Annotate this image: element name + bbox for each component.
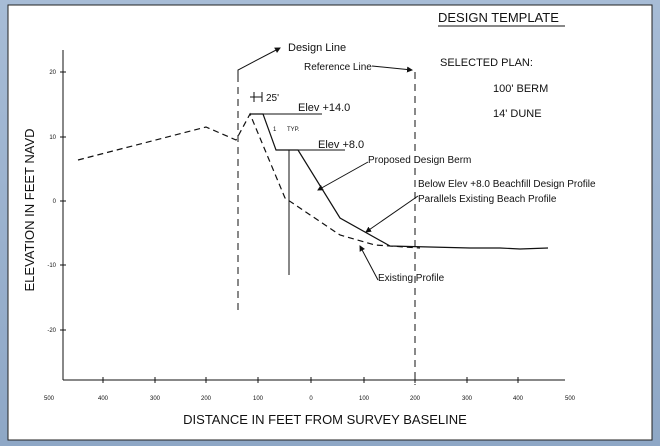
dim xyxy=(250,92,263,102)
x-tick-label: 500 xyxy=(44,396,55,402)
x-tick-label: 400 xyxy=(98,396,109,402)
plan-item: 100' BERM xyxy=(493,83,548,95)
x-tick-label: 500 xyxy=(565,396,576,402)
y-tick-label: 0 xyxy=(53,199,57,205)
x-tick-label: 400 xyxy=(513,396,524,402)
label: Reference Line xyxy=(304,62,372,73)
arrow xyxy=(359,245,379,281)
axes xyxy=(60,50,565,383)
label: Proposed Design Berm xyxy=(368,155,471,166)
x-tick-label: 100 xyxy=(359,396,370,402)
design-profile xyxy=(250,113,549,250)
label: 1 xyxy=(273,127,277,133)
label: Elev +8.0 xyxy=(318,139,364,151)
y-tick-label: -10 xyxy=(47,263,56,269)
plan-item: 14' DUNE xyxy=(493,108,542,120)
arrow xyxy=(365,195,419,233)
x-tick-label: 0 xyxy=(309,396,313,402)
x-tick-label: 200 xyxy=(201,396,212,402)
y-ticks xyxy=(60,71,66,331)
existing-profile xyxy=(77,112,421,249)
y-tick-label: -20 xyxy=(47,328,56,334)
y-tick-label: 10 xyxy=(49,135,56,141)
label: Elev +14.0 xyxy=(298,102,350,114)
label: TYP. xyxy=(287,127,300,133)
arrow xyxy=(371,65,413,73)
profiles xyxy=(77,47,549,385)
label: Parallels Existing Beach Profile xyxy=(418,194,557,205)
x-tick-label: 100 xyxy=(253,396,264,402)
label: Below Elev +8.0 Beachfill Design Profile xyxy=(418,179,596,190)
x-tick-label: 300 xyxy=(462,396,473,402)
x-axis-label: DISTANCE IN FEET FROM SURVEY BASELINE xyxy=(183,412,467,427)
label: Existing Profile xyxy=(378,273,445,284)
arrow xyxy=(237,47,281,75)
y-tick-label: 20 xyxy=(49,70,56,76)
title: DESIGN TEMPLATE xyxy=(438,10,559,25)
label: 25' xyxy=(266,93,279,104)
x-tick-label: 300 xyxy=(150,396,161,402)
x-tick-label: 200 xyxy=(410,396,421,402)
y-axis-label: ELEVATION IN FEET NAVD xyxy=(22,128,37,291)
panel xyxy=(7,4,653,441)
arrow xyxy=(317,161,369,191)
plan-label: SELECTED PLAN: xyxy=(440,57,533,69)
label: Design Line xyxy=(288,42,346,54)
